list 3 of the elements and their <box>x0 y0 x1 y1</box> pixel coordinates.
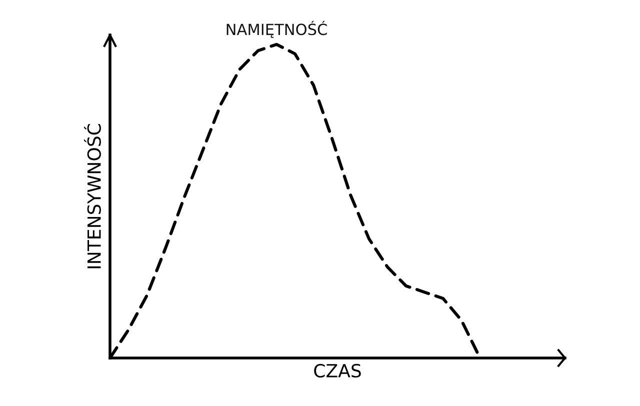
y-axis-title: INTENSYWNOŚĆ <box>84 124 101 268</box>
x-axis-title: CZAS <box>314 364 361 378</box>
series-label: NAMIĘTNOŚĆ <box>226 20 327 38</box>
